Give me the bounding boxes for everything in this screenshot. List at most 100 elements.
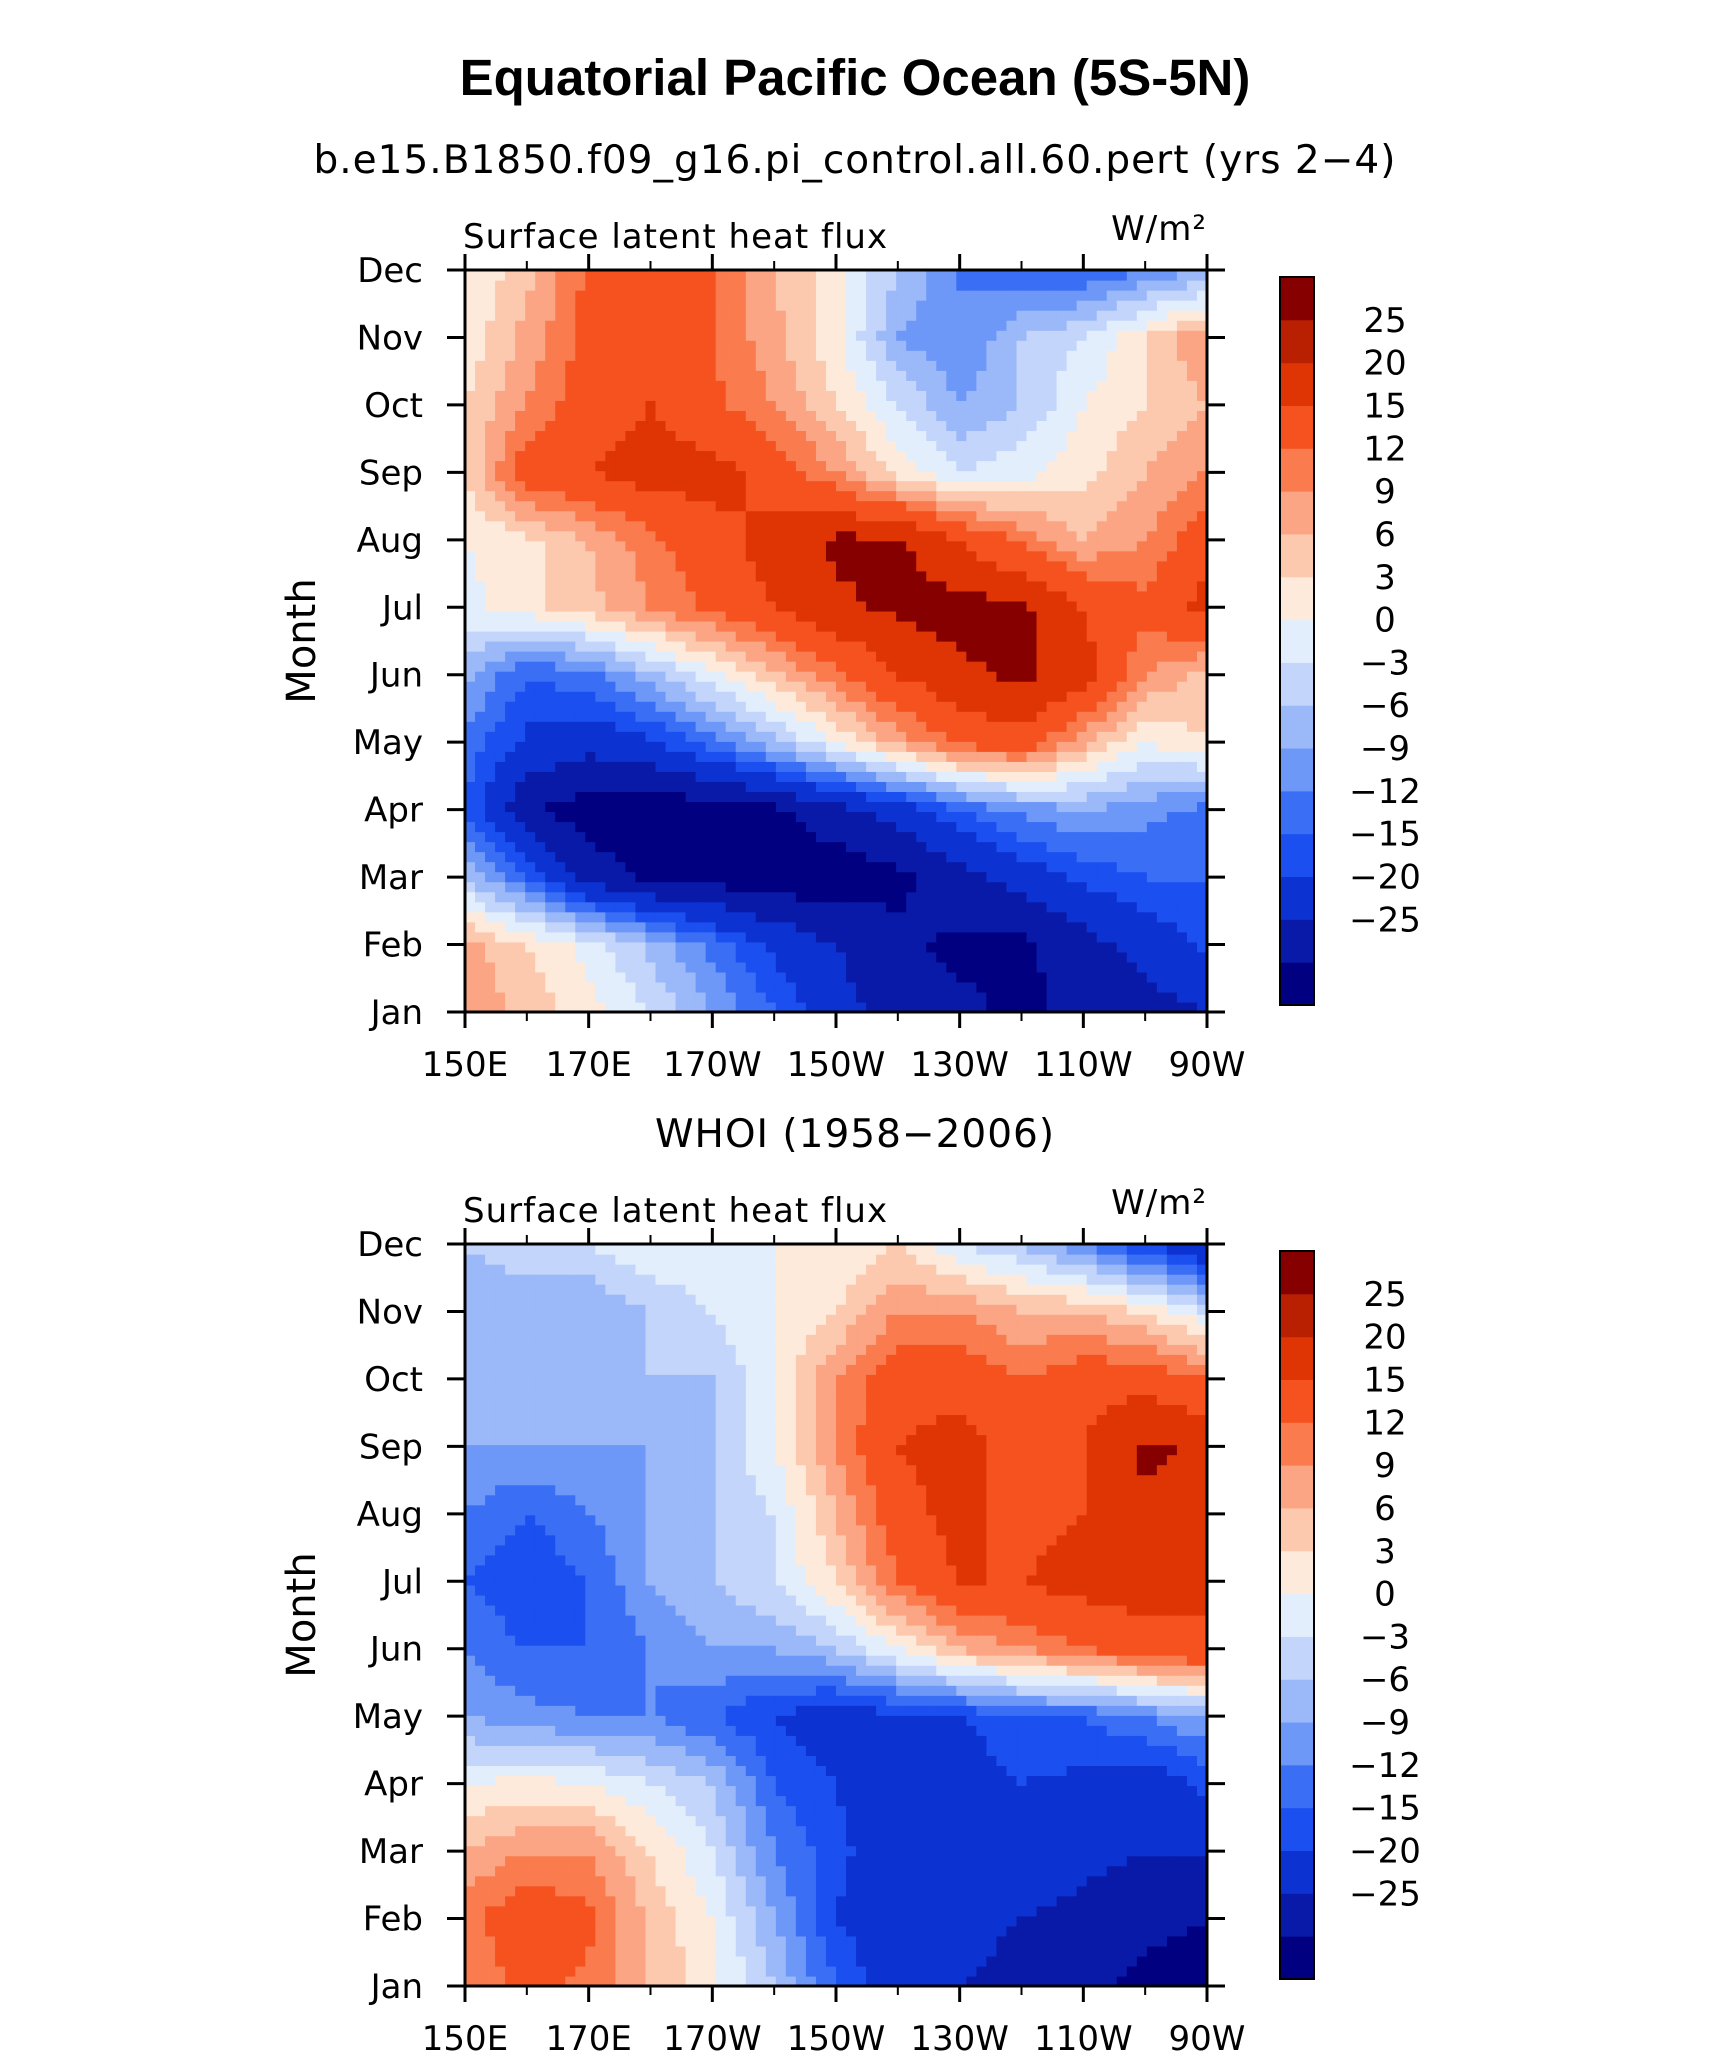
field-cell — [815, 981, 827, 993]
field-cell — [886, 380, 897, 391]
field-cell — [645, 941, 657, 953]
field-cell — [1076, 781, 1088, 793]
field-cell — [745, 430, 757, 442]
field-cell — [755, 751, 767, 762]
field-cell — [1126, 841, 1138, 853]
field-cell — [1166, 791, 1178, 803]
field-cell — [886, 430, 897, 442]
field-cell — [785, 661, 797, 672]
field-cell — [896, 661, 907, 672]
field-cell — [595, 340, 606, 351]
field-cell — [936, 731, 947, 742]
field-cell — [745, 350, 757, 361]
field-cell — [745, 751, 757, 762]
field-cell — [755, 731, 767, 742]
field-cell — [755, 961, 767, 973]
field-cell — [735, 971, 747, 983]
field-cell — [755, 500, 767, 512]
field-cell — [815, 781, 827, 793]
field-cell — [815, 891, 827, 903]
field-cell — [996, 781, 1008, 793]
field-cell — [986, 370, 998, 381]
field-cell — [485, 681, 496, 692]
field-cell — [505, 681, 516, 692]
field-cell — [665, 941, 677, 953]
field-cell — [1076, 620, 1088, 632]
field-cell — [735, 761, 747, 772]
field-cell — [946, 901, 957, 913]
field-cell — [876, 991, 887, 1003]
field-cell — [886, 651, 897, 662]
field-cell — [986, 841, 998, 853]
field-cell — [1036, 490, 1048, 502]
field-cell — [936, 480, 947, 492]
field-cell — [475, 630, 486, 642]
field-cell — [655, 410, 667, 422]
field-cell — [906, 691, 917, 702]
field-cell — [1076, 681, 1088, 692]
field-cell — [1046, 661, 1058, 672]
field-cell — [715, 540, 727, 552]
field-cell — [525, 711, 536, 722]
field-cell — [655, 390, 667, 401]
field-cell — [785, 400, 797, 411]
field-cell — [1146, 771, 1158, 782]
field-cell — [936, 721, 947, 732]
field-cell — [1076, 1001, 1088, 1013]
field-cell — [876, 500, 887, 512]
field-cell — [555, 430, 566, 442]
field-cell — [495, 781, 506, 793]
field-cell — [1196, 340, 1208, 351]
field-cell — [475, 741, 486, 752]
field-cell — [1106, 731, 1118, 742]
field-cell — [525, 721, 536, 732]
field-cell — [1136, 540, 1148, 552]
field-cell — [866, 711, 877, 722]
field-cell — [1166, 711, 1178, 722]
field-cell — [535, 881, 546, 893]
field-cell — [906, 971, 917, 983]
field-cell — [1026, 530, 1038, 542]
field-cell — [505, 661, 516, 672]
field-cell — [1176, 831, 1188, 843]
field-cell — [836, 630, 847, 642]
field-cell — [956, 661, 967, 672]
field-cell — [735, 440, 747, 452]
field-cell — [605, 1001, 617, 1013]
field-cell — [645, 791, 657, 803]
field-cell — [675, 931, 687, 943]
field-cell — [565, 450, 576, 462]
field-cell — [655, 931, 667, 943]
field-cell — [605, 691, 617, 702]
field-cell — [545, 921, 556, 933]
field-cell — [685, 921, 697, 933]
field-cell — [695, 370, 707, 381]
field-cell — [725, 460, 737, 472]
field-cell — [846, 350, 857, 361]
field-cell — [836, 811, 847, 823]
field-cell — [725, 861, 737, 873]
field-cell — [866, 641, 877, 652]
field-cell — [836, 971, 847, 983]
field-cell — [545, 560, 556, 572]
field-cell — [745, 841, 757, 853]
field-cell — [1186, 380, 1198, 391]
field-cell — [465, 340, 476, 351]
field-cell — [1046, 851, 1058, 863]
field-cell — [825, 440, 837, 452]
field-cell — [825, 791, 837, 803]
field-cell — [986, 721, 998, 732]
field-cell — [1166, 500, 1178, 512]
field-cell — [1146, 360, 1158, 371]
field-cell — [1016, 661, 1028, 672]
field-cell — [685, 761, 697, 772]
field-cell — [1106, 891, 1118, 903]
field-cell — [555, 1001, 566, 1013]
field-cell — [665, 851, 677, 863]
field-cell — [505, 340, 516, 351]
field-cell — [775, 671, 787, 682]
field-cell — [1196, 831, 1208, 843]
field-cell — [665, 751, 677, 762]
field-cell — [856, 520, 867, 532]
field-cell — [525, 671, 536, 682]
